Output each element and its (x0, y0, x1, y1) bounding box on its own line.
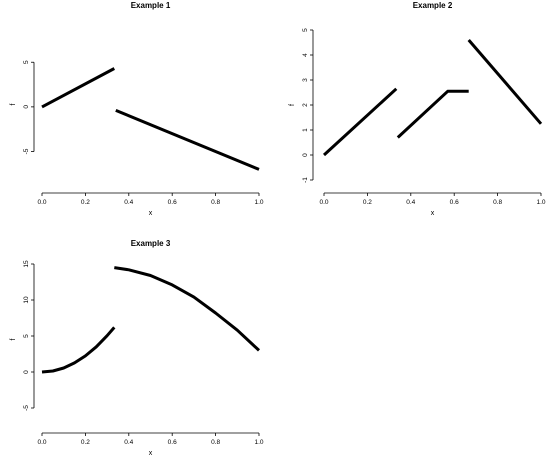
y-tick-label: 2 (302, 103, 309, 107)
series-line-3 (467, 39, 543, 125)
y-tick-label: -5 (23, 148, 30, 154)
y-tick-label: 3 (302, 78, 309, 82)
x-tick-label: 0.4 (124, 439, 133, 446)
x-tick-label: 0.6 (168, 199, 177, 206)
x-tick-label: 0.8 (493, 199, 502, 206)
y-tick-label: 0 (23, 370, 30, 374)
y-tick-label: 10 (23, 296, 30, 304)
x-axis-label: x (149, 210, 153, 217)
x-tick-label: 0.4 (124, 199, 133, 206)
chart-title: Example 1 (131, 1, 171, 10)
y-tick-label: 5 (302, 28, 309, 32)
x-tick-label: 0.2 (81, 199, 90, 206)
x-axis-label: x (149, 450, 153, 455)
series-line-2 (115, 109, 260, 171)
y-tick-label: 5 (23, 334, 30, 338)
y-tick-label: 0 (23, 105, 30, 109)
y-tick-label: 5 (23, 60, 30, 64)
x-tick-label: 0.0 (37, 199, 46, 206)
y-tick-label: -5 (23, 405, 30, 411)
x-tick-label: 0.6 (168, 439, 177, 446)
series-line-1 (322, 87, 398, 157)
series-line-2 (114, 266, 261, 352)
x-tick-label: 1.0 (536, 199, 545, 206)
y-axis-label: f (289, 104, 296, 106)
x-tick-label: 0.2 (81, 439, 90, 446)
chart-title: Example 2 (413, 1, 453, 10)
x-tick-label: 0.8 (211, 199, 220, 206)
x-tick-label: 0.2 (363, 199, 372, 206)
chart-title: Example 3 (131, 239, 171, 248)
y-tick-label: 1 (302, 128, 309, 132)
x-tick-label: 0.0 (319, 199, 328, 206)
y-tick-label: 0 (302, 153, 309, 157)
x-tick-label: 0.4 (406, 199, 415, 206)
series-line-2 (396, 89, 469, 139)
series-line-1 (41, 326, 116, 374)
y-axis-label: f (10, 339, 17, 341)
chart-panel-1: Example 1 0.0 0.2 0.4 0.6 0.8 1.0 x -5 0 5 f (10, 1, 264, 217)
x-tick-label: 1.0 (254, 199, 263, 206)
chart-panel-3: Example 3 0.0 0.2 0.4 0.6 0.8 1.0 x -5 0 5 10 15 f (10, 239, 264, 455)
x-axis-label: x (431, 210, 435, 217)
y-tick-label: -1 (302, 177, 309, 183)
x-tick-label: 0.8 (211, 439, 220, 446)
x-tick-label: 0.6 (450, 199, 459, 206)
x-tick-label: 0.0 (37, 439, 46, 446)
chart-panel-2: Example 2 0.0 0.2 0.4 0.6 0.8 1.0 x -1 0 1 2 3 4 5 f (289, 1, 546, 217)
y-tick-label: 15 (23, 260, 30, 268)
x-tick-label: 1.0 (254, 439, 263, 446)
series-line-1 (41, 67, 116, 109)
y-axis-label: f (10, 104, 17, 106)
y-tick-label: 4 (302, 53, 309, 57)
